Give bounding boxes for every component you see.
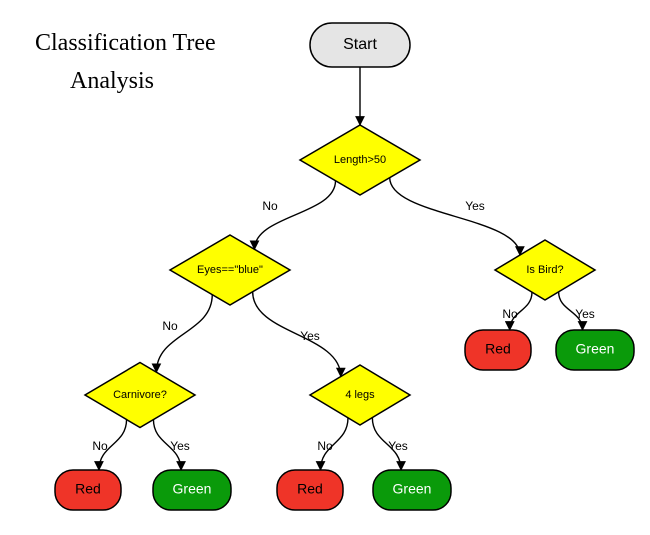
- node-red2: Red: [55, 470, 121, 510]
- classification-tree-diagram: Classification Tree Analysis No Yes No Yes N…: [0, 0, 650, 535]
- edge-label-length-eyes: No: [262, 199, 278, 213]
- edge-label-isbird-red1: No: [502, 307, 518, 321]
- edge-label-eyes-legs: Yes: [300, 329, 320, 343]
- node-label-green3: Green: [393, 481, 432, 497]
- node-start: Start: [310, 23, 410, 67]
- node-label-carn: Carnivore?: [113, 389, 167, 401]
- edge-label-carn-red2: No: [92, 439, 108, 453]
- node-label-green1: Green: [576, 341, 615, 357]
- edge-label-isbird-green1: Yes: [575, 307, 595, 321]
- node-label-red1: Red: [485, 341, 511, 357]
- node-green3: Green: [373, 470, 451, 510]
- diagram-title-line2: Analysis: [70, 68, 154, 94]
- node-red1: Red: [465, 330, 531, 370]
- diagram-title-line1: Classification Tree: [35, 30, 216, 56]
- node-eyes: Eyes=="blue": [170, 235, 290, 305]
- node-label-legs: 4 legs: [345, 389, 375, 401]
- edge-label-carn-green2: Yes: [170, 439, 190, 453]
- node-isbird: Is Bird?: [495, 240, 595, 300]
- node-label-length: Length>50: [334, 154, 386, 166]
- node-label-start: Start: [343, 36, 377, 53]
- node-red3: Red: [277, 470, 343, 510]
- edge-length-isbird: [390, 178, 520, 255]
- node-label-red3: Red: [297, 481, 323, 497]
- nodes-layer: Start Length>50 Eyes=="blue" Is Bird? Carniv…: [55, 23, 634, 510]
- edge-label-length-isbird: Yes: [465, 199, 485, 213]
- node-label-isbird: Is Bird?: [526, 264, 563, 276]
- node-label-green2: Green: [173, 481, 212, 497]
- edge-eyes-carn: [156, 295, 212, 373]
- node-carn: Carnivore?: [85, 363, 195, 428]
- node-green2: Green: [153, 470, 231, 510]
- node-green1: Green: [556, 330, 634, 370]
- edge-label-legs-red3: No: [317, 439, 333, 453]
- node-length: Length>50: [300, 125, 420, 195]
- node-legs: 4 legs: [310, 365, 410, 425]
- edge-label-eyes-carn: No: [162, 319, 178, 333]
- node-label-red2: Red: [75, 481, 101, 497]
- edge-eyes-legs: [253, 292, 341, 377]
- edge-length-eyes: [254, 181, 335, 250]
- edge-label-legs-green3: Yes: [388, 439, 408, 453]
- node-label-eyes: Eyes=="blue": [197, 264, 263, 276]
